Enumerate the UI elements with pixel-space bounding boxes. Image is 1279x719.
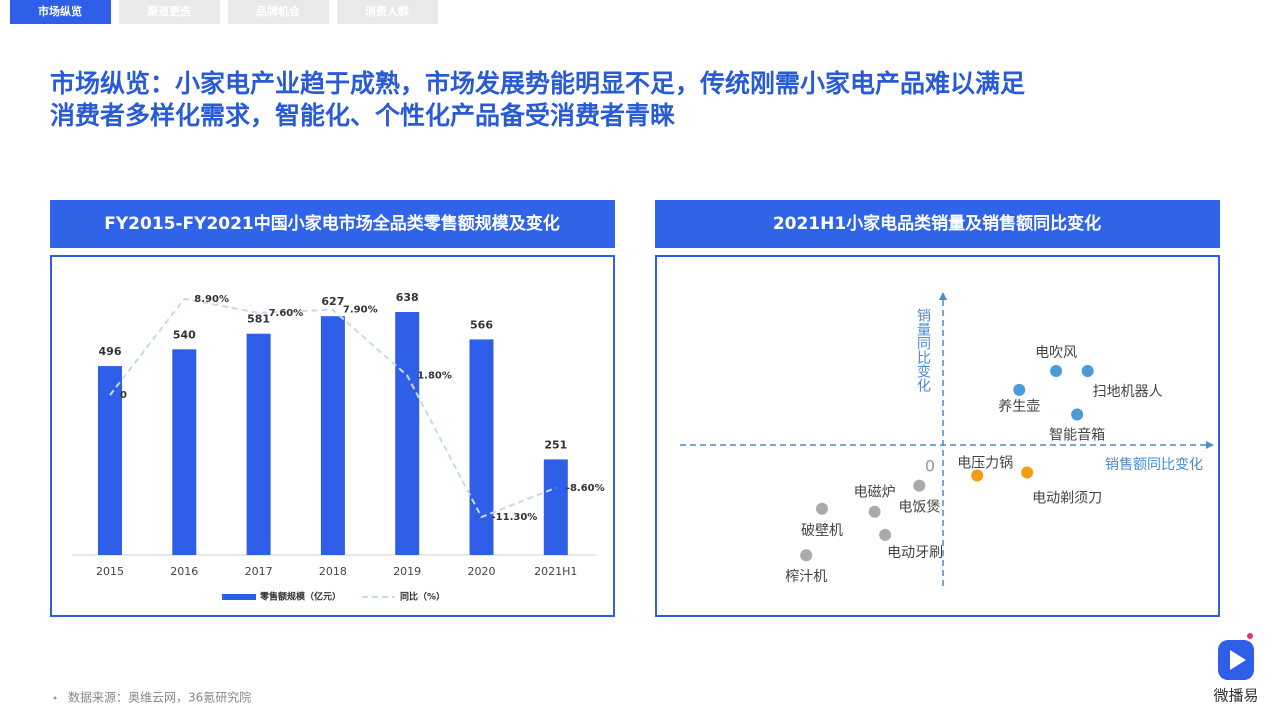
bar-label: 627 xyxy=(321,295,344,308)
bar xyxy=(395,312,420,555)
x-tick-label: 2021H1 xyxy=(534,565,577,578)
point-label: 电磁炉 xyxy=(854,485,896,501)
bar xyxy=(543,459,568,555)
point xyxy=(816,502,829,515)
chart-header xyxy=(50,200,615,248)
line-label: -8.60% xyxy=(566,483,605,494)
chart-header xyxy=(655,200,1220,248)
x-tick-label: 2019 xyxy=(393,565,421,578)
x-tick-label: 2017 xyxy=(245,565,273,578)
point xyxy=(1021,466,1034,479)
point-label: 电吹风 xyxy=(1035,345,1077,361)
x-tick-label: 2015 xyxy=(96,565,124,578)
point-label: 电压力锅 xyxy=(957,455,1013,471)
point xyxy=(1050,365,1063,378)
chart-title: 2021H1小家电品类销量及销售额同比变化 xyxy=(773,213,1101,234)
line-label: 8.90% xyxy=(194,294,229,305)
bar xyxy=(469,339,494,555)
bar-label: 540 xyxy=(173,328,196,341)
tab[interactable] xyxy=(228,0,329,24)
point-label: 养生壶 xyxy=(998,399,1040,415)
bar-label: 496 xyxy=(99,345,122,358)
legend-label: 零售额规模（亿元） xyxy=(259,591,341,603)
logo-dot xyxy=(1247,633,1253,639)
point xyxy=(879,528,892,541)
line-label: 0 xyxy=(120,390,127,401)
point-label: 榨汁机 xyxy=(785,568,827,585)
point xyxy=(868,505,881,518)
headline-line: 市场纵览：小家电产业趋于成熟，市场发展势能明显不足，传统刚需小家电产品难以满足消… xyxy=(50,69,1025,130)
bar xyxy=(172,349,197,555)
bullet xyxy=(53,696,57,700)
logo-text: 微播易 xyxy=(1213,687,1258,705)
logo-play xyxy=(1230,650,1246,670)
point xyxy=(1081,365,1094,378)
tab[interactable] xyxy=(337,0,438,24)
line-label: 7.90% xyxy=(343,305,378,316)
bar-label: 638 xyxy=(396,291,419,304)
line-label: 7.60% xyxy=(269,308,304,319)
bar-label: 251 xyxy=(544,438,567,451)
tab[interactable] xyxy=(10,0,111,24)
x-tick-label: 2018 xyxy=(319,565,347,578)
point-label: 电饭煲 xyxy=(898,499,940,516)
origin-label: 0 xyxy=(925,457,935,476)
point-label: 电动剃须刀 xyxy=(1032,491,1102,507)
point-label: 扫地机器人 xyxy=(1093,384,1163,400)
bar xyxy=(320,316,345,555)
tab-label[interactable]: 渠道更迭 xyxy=(147,4,191,18)
bar-label: 581 xyxy=(247,313,270,326)
point xyxy=(800,549,813,562)
point xyxy=(971,469,984,482)
point xyxy=(1071,408,1084,421)
chart-title: FY2015-FY2021中国小家电市场全品类零售额规模及变化 xyxy=(104,213,560,234)
point-label: 破壁机 xyxy=(801,523,843,539)
point xyxy=(913,479,926,492)
point xyxy=(1013,383,1026,396)
chart-frame xyxy=(50,255,615,617)
legend-swatch xyxy=(222,594,256,600)
x-axis-label: 销售额同比变化 xyxy=(1105,457,1203,473)
chart-frame xyxy=(655,255,1220,617)
bar-label: 566 xyxy=(470,318,493,331)
y-arrow xyxy=(939,292,947,300)
line xyxy=(109,297,557,519)
tab-label[interactable]: 品牌机会 xyxy=(256,4,301,18)
line-label: 1.80% xyxy=(417,371,452,382)
y-axis-label: 销量同比变化 xyxy=(915,308,931,393)
x-tick-label: 2016 xyxy=(170,565,198,578)
line-label: -11.30% xyxy=(492,512,538,523)
tab-label[interactable]: 市场纵览 xyxy=(38,4,82,18)
bar xyxy=(246,333,271,555)
tab-label[interactable]: 消费人群 xyxy=(365,4,409,18)
legend-label: 同比（%） xyxy=(400,591,445,603)
source: 数据来源：奥维云网，36氪研究院 xyxy=(68,690,251,705)
bar xyxy=(98,366,122,555)
point-label: 电动牙刷 xyxy=(887,545,943,561)
x-arrow xyxy=(1206,441,1214,449)
tab[interactable] xyxy=(119,0,220,24)
x-tick-label: 2020 xyxy=(468,565,496,578)
point-label: 智能音箱 xyxy=(1049,427,1105,444)
